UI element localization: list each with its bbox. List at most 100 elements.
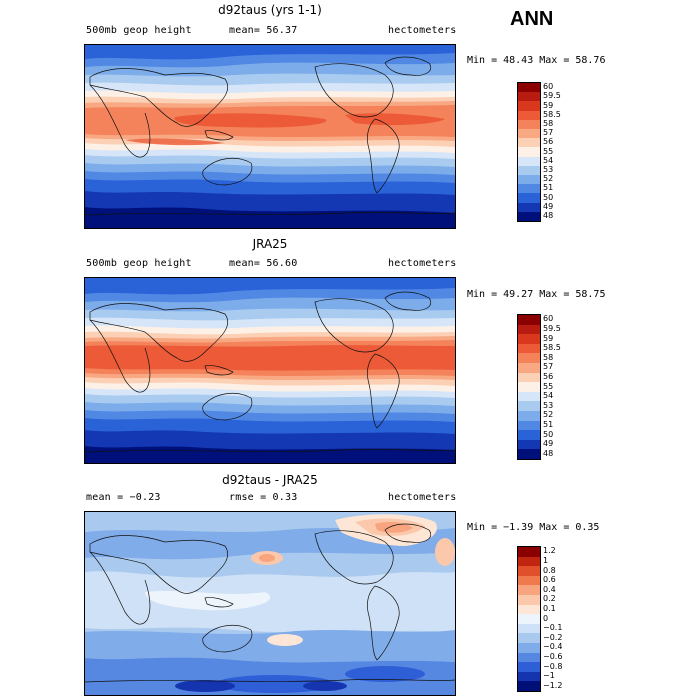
panel-1-minmax: Min = 48.43 Max = 58.76	[467, 55, 606, 66]
colorbar-tick-label: 59.5	[543, 91, 561, 101]
colorbar-tick-label: 57	[543, 362, 554, 372]
panel-1-colorbar-scale	[517, 82, 541, 222]
colorbar-swatch	[518, 623, 540, 634]
colorbar-swatch	[518, 671, 540, 682]
colorbar-tick-label: 58.5	[543, 109, 561, 119]
colorbar-tick-label: −0.2	[543, 632, 563, 642]
panel-3-contour-field	[85, 512, 455, 695]
panel-1-mean-label: mean= 56.37	[229, 25, 298, 36]
colorbar-swatch	[518, 439, 540, 450]
panel-2-colorbar: 60 59.5 59 58.5 58 57 56 55 54 53 52 51 50 49 48	[517, 314, 577, 460]
colorbar-swatch	[518, 184, 540, 194]
colorbar-swatch	[518, 547, 540, 558]
colorbar-tick-label: 52	[543, 410, 554, 420]
colorbar-tick-label: −1.2	[543, 680, 563, 690]
colorbar-tick-label: 48	[543, 210, 554, 220]
colorbar-tick-label: 55	[543, 146, 554, 156]
colorbar-swatch	[518, 211, 540, 222]
colorbar-swatch	[518, 101, 540, 112]
colorbar-swatch	[518, 681, 540, 692]
colorbar-tick-label: 0.2	[543, 594, 556, 604]
panel-2-minmax: Min = 49.27 Max = 58.75	[467, 289, 606, 300]
colorbar-tick-label: 50	[543, 429, 554, 439]
colorbar-swatch	[518, 165, 540, 176]
colorbar-tick-label: 53	[543, 400, 554, 410]
colorbar-tick-label: 60	[543, 82, 554, 92]
colorbar-tick-label: 49	[543, 439, 554, 449]
season-label: ANN	[510, 8, 554, 30]
colorbar-swatch	[518, 92, 540, 102]
colorbar-swatch	[518, 643, 540, 654]
colorbar-swatch	[518, 363, 540, 374]
colorbar-tick-label: 60	[543, 314, 554, 324]
colorbar-tick-label: −0.1	[543, 623, 563, 633]
colorbar-tick-label: 49	[543, 201, 554, 211]
colorbar-swatch	[518, 614, 540, 625]
colorbar-tick-label: −1	[543, 671, 555, 681]
panel-3-colorbar-scale	[517, 546, 541, 692]
panel-2-field-label: 500mb geop height	[86, 258, 192, 269]
colorbar-swatch	[518, 119, 540, 130]
colorbar-swatch	[518, 401, 540, 412]
panel-1-field-label: 500mb geop height	[86, 25, 192, 36]
panel-2-colorbar-scale	[517, 314, 541, 460]
colorbar-swatch	[518, 156, 540, 167]
colorbar-swatch	[518, 585, 540, 596]
colorbar-swatch	[518, 604, 540, 615]
colorbar-tick-label: 53	[543, 164, 554, 174]
colorbar-swatch	[518, 411, 540, 422]
colorbar-tick-label: 59	[543, 333, 554, 343]
colorbar-swatch	[518, 382, 540, 393]
colorbar-tick-label: 59	[543, 100, 554, 110]
colorbar-swatch	[518, 83, 540, 93]
colorbar-tick-label: 1	[543, 555, 549, 565]
panel-3-mean-label: mean = −0.23	[86, 492, 161, 503]
colorbar-swatch	[518, 633, 540, 644]
colorbar-swatch	[518, 391, 540, 402]
colorbar-tick-label: 0.4	[543, 584, 556, 594]
panel-2-mean-label: mean= 56.60	[229, 258, 298, 269]
panel-3-map	[84, 511, 456, 696]
panel-3-title: d92taus - JRA25	[222, 473, 318, 487]
panel-1-colorbar: 60 59.5 59 58.5 58 57 56 55 54 53 52 51 50 49 48	[517, 82, 577, 222]
colorbar-swatch	[518, 652, 540, 663]
colorbar-tick-label: 57	[543, 128, 554, 138]
colorbar-tick-label: 58	[543, 118, 554, 128]
colorbar-swatch	[518, 147, 540, 158]
colorbar-tick-label: 51	[543, 183, 554, 193]
colorbar-tick-label: 0.6	[543, 575, 556, 585]
colorbar-tick-label: −0.4	[543, 642, 563, 652]
panel-2-title: JRA25	[252, 237, 288, 251]
colorbar-swatch	[518, 324, 540, 335]
panel-1-map	[84, 44, 456, 229]
panel-3-colorbar: 1.2 1 0.8 0.6 0.4 0.2 0.1 0 −0.1 −0.2 −0.4 −0.6 −0.8…	[517, 546, 577, 692]
colorbar-tick-label: 50	[543, 192, 554, 202]
colorbar-swatch	[518, 566, 540, 577]
colorbar-swatch	[518, 372, 540, 383]
colorbar-swatch	[518, 353, 540, 364]
colorbar-tick-label: 48	[543, 448, 554, 458]
panel-1-units-label: hectometers	[388, 25, 457, 36]
colorbar-swatch	[518, 315, 540, 326]
panel-2-map	[84, 277, 456, 464]
panel-1-contour-field	[85, 45, 455, 228]
colorbar-tick-label: 0.1	[543, 603, 556, 613]
colorbar-swatch	[518, 129, 540, 139]
colorbar-tick-label: 59.5	[543, 323, 561, 333]
colorbar-swatch	[518, 193, 540, 204]
colorbar-swatch	[518, 202, 540, 213]
colorbar-tick-label: 0.8	[543, 565, 556, 575]
colorbar-swatch	[518, 343, 540, 354]
panel-1-title: d92taus (yrs 1-1)	[218, 3, 322, 17]
colorbar-swatch	[518, 420, 540, 431]
colorbar-tick-label: 56	[543, 371, 554, 381]
panel-3-minmax: Min = −1.39 Max = 0.35	[467, 522, 600, 533]
colorbar-tick-label: 52	[543, 174, 554, 184]
colorbar-tick-label: 1.2	[543, 546, 556, 556]
colorbar-tick-label: −0.6	[543, 651, 563, 661]
colorbar-tick-label: −0.8	[543, 661, 563, 671]
colorbar-swatch	[518, 334, 540, 345]
panel-3-units-label: hectometers	[388, 492, 457, 503]
colorbar-tick-label: 54	[543, 155, 554, 165]
panel-2-contour-field	[85, 278, 455, 463]
